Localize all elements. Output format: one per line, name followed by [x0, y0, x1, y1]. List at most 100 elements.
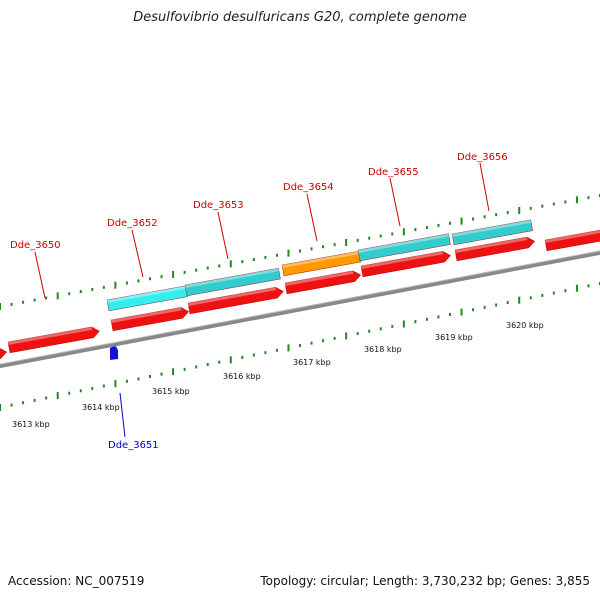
upper-tick [425, 226, 428, 230]
upper-tick [206, 266, 209, 270]
upper-tick [449, 221, 451, 225]
upper-tick [402, 228, 405, 236]
upper-tick [460, 217, 463, 225]
gene-labels: Dde_3650 Dde_3651 Dde_3652 Dde_3653 Dde_3654… [10, 152, 508, 451]
lower-tick [379, 327, 382, 331]
upper-tick [68, 292, 71, 296]
gene-label-dde-3656[interactable]: Dde_3656 [457, 152, 508, 163]
upper-tick [0, 303, 1, 310]
lower-tick [264, 351, 267, 355]
cds-dde-3650 [7, 326, 100, 354]
upper-tick [437, 223, 440, 227]
upper-tick [322, 245, 325, 249]
upper-tick [10, 302, 13, 306]
upper-tick [356, 238, 359, 242]
lower-tick [125, 379, 128, 383]
upper-tick [506, 211, 509, 215]
lower-tick [229, 356, 232, 364]
upper-tick [541, 204, 544, 208]
lower-tick [414, 320, 417, 324]
cds-dde-3654 [281, 250, 361, 277]
upper-tick [160, 275, 163, 279]
lower-tick [449, 313, 451, 316]
lower-tick [149, 375, 151, 378]
upper-tick [172, 270, 175, 278]
upper-tick [229, 260, 232, 268]
gene-label-dde-3654[interactable]: Dde_3654 [283, 182, 334, 193]
accession-text: Accession: NC_007519 [8, 574, 145, 588]
leader-line [389, 177, 401, 227]
upper-tick [195, 268, 198, 272]
lower-tick [206, 363, 209, 367]
lower-tick [114, 380, 117, 388]
lower-tick [529, 296, 532, 300]
lower-tick [10, 403, 13, 407]
lower-tick [472, 308, 475, 312]
upper-tick [137, 279, 140, 283]
lower-tick [310, 341, 313, 345]
upper-tick [264, 255, 267, 259]
lower-tick [160, 372, 163, 376]
gene-label-dde-3655[interactable]: Dde_3655 [368, 167, 419, 178]
lower-tick [437, 315, 440, 319]
cds-forward [187, 287, 284, 315]
lower-tick [137, 377, 140, 381]
lower-tick [22, 401, 25, 405]
scale-label: 3613 kbp [12, 420, 50, 429]
gene-label-dde-3651[interactable]: Dde_3651 [108, 440, 159, 451]
upper-tick [299, 249, 301, 253]
upper-tick [552, 202, 555, 206]
lower-tick [483, 305, 486, 309]
upper-tick [114, 281, 117, 289]
upper-tick [287, 249, 290, 257]
lower-tick [333, 336, 336, 340]
scale-label: 3617 kbp [293, 358, 331, 367]
upper-tick [33, 298, 36, 302]
cds-dde-3651 [110, 345, 118, 360]
upper-tick [518, 206, 521, 214]
leader-line [306, 193, 318, 242]
lower-tick [195, 365, 198, 369]
lower-tick [587, 284, 590, 288]
gene-label-dde-3652[interactable]: Dde_3652 [107, 218, 158, 229]
upper-tick [56, 292, 59, 300]
upper-tick [79, 290, 82, 294]
cds-forward [544, 227, 600, 252]
lower-tick [252, 353, 255, 357]
lower-tick [356, 332, 359, 336]
lower-tick [68, 391, 71, 395]
lower-tick [345, 332, 348, 340]
upper-tick [125, 281, 128, 285]
cds-rows [0, 219, 600, 361]
scale-label: 3618 kbp [364, 345, 402, 354]
lower-tick [575, 284, 578, 292]
map-title: Desulfovibrio desulfuricans G20, complet… [133, 10, 467, 25]
upper-tick [483, 215, 486, 219]
upper-tick [575, 196, 578, 204]
lower-tick [518, 296, 521, 304]
backbone-line [0, 250, 600, 369]
lower-tick [299, 344, 301, 347]
upper-tick [183, 270, 186, 274]
scale-label: 3615 kbp [152, 387, 190, 396]
scale-label: 3619 kbp [435, 333, 473, 342]
upper-tick [102, 285, 105, 289]
leader-line [217, 211, 229, 260]
upper-tick [45, 296, 48, 300]
lower-tick-row [0, 282, 600, 411]
upper-tick [414, 228, 417, 232]
gene-label-dde-3653[interactable]: Dde_3653 [193, 200, 244, 211]
upper-tick [472, 217, 475, 221]
upper-tick [149, 277, 151, 281]
cds-forward [454, 236, 536, 262]
upper-tick [345, 238, 348, 246]
lower-tick [425, 317, 428, 321]
leader-line [34, 251, 46, 299]
leader-line [131, 229, 144, 278]
lower-tick [45, 396, 48, 400]
genome-summary-text: Topology: circular; Length: 3,730,232 bp… [260, 574, 590, 588]
gene-label-dde-3650[interactable]: Dde_3650 [10, 240, 61, 251]
upper-tick [564, 200, 567, 204]
scale-label: 3616 kbp [223, 372, 261, 381]
